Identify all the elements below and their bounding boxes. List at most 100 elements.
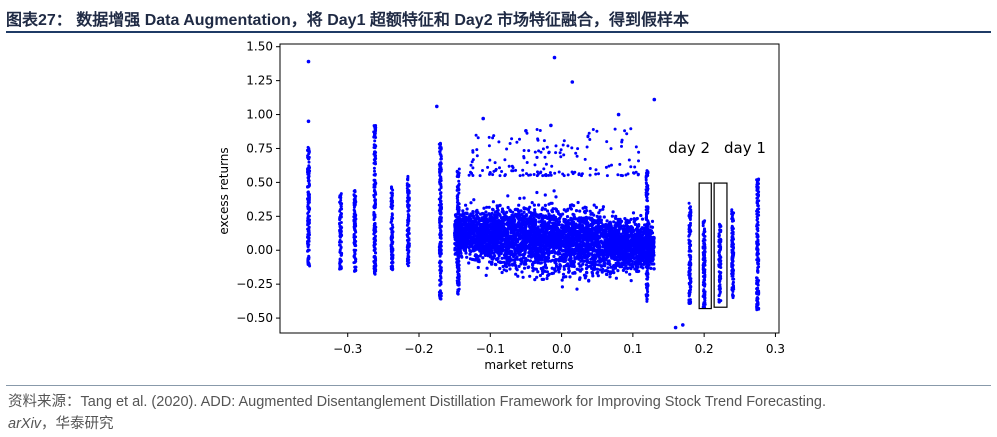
data-point	[639, 265, 644, 269]
data-point	[597, 211, 601, 215]
data-point	[553, 258, 557, 262]
data-point	[627, 262, 631, 266]
data-point	[637, 150, 641, 154]
data-point	[502, 268, 506, 272]
data-point	[544, 162, 548, 166]
data-point	[463, 216, 467, 220]
data-point	[564, 254, 569, 259]
data-point	[585, 224, 589, 228]
data-point	[613, 127, 617, 131]
data-point	[481, 169, 484, 172]
data-point	[471, 214, 475, 218]
data-point	[506, 258, 510, 262]
data-point	[584, 263, 589, 267]
data-point	[480, 212, 484, 216]
data-point	[508, 267, 512, 271]
data-point	[487, 135, 491, 139]
day-column-point	[307, 239, 310, 242]
data-point	[541, 266, 546, 270]
data-point	[523, 220, 527, 224]
data-point	[545, 270, 550, 274]
day-column-point	[372, 204, 376, 208]
data-point	[554, 151, 558, 155]
data-point	[631, 211, 636, 215]
data-point	[508, 218, 512, 222]
day-column-point	[307, 229, 311, 233]
data-point	[470, 160, 474, 164]
data-point	[469, 219, 473, 224]
data-point	[635, 269, 639, 273]
data-point	[490, 260, 494, 264]
data-point	[555, 223, 559, 227]
data-point	[610, 214, 615, 218]
data-point	[641, 230, 646, 235]
data-point	[630, 226, 635, 230]
data-point	[649, 229, 654, 233]
data-point	[507, 164, 511, 168]
day-column-point	[373, 231, 377, 234]
data-point	[503, 174, 507, 178]
day-column-point	[372, 193, 376, 197]
data-point	[614, 276, 619, 280]
data-point	[558, 255, 562, 260]
data-point	[598, 236, 602, 240]
data-point	[577, 247, 581, 251]
data-point	[608, 272, 613, 276]
day-column-point	[306, 261, 310, 265]
data-point	[598, 215, 602, 219]
data-point	[535, 275, 539, 279]
data-point	[612, 256, 616, 260]
data-point	[491, 235, 495, 239]
data-point	[497, 140, 501, 144]
data-point	[488, 158, 492, 162]
data-point	[508, 142, 512, 145]
data-point	[493, 213, 497, 217]
data-point	[533, 150, 537, 154]
data-point	[546, 274, 550, 278]
day-column-point	[389, 205, 393, 209]
data-point	[487, 231, 491, 235]
data-point	[556, 252, 561, 256]
data-point	[521, 275, 525, 279]
data-point	[633, 246, 637, 250]
data-point	[563, 236, 568, 240]
data-point	[463, 226, 467, 231]
data-point	[587, 253, 591, 258]
data-point	[459, 254, 463, 258]
data-point	[524, 222, 528, 227]
data-point	[548, 217, 553, 222]
data-point	[466, 242, 470, 246]
data-point	[518, 214, 522, 218]
data-point	[622, 243, 626, 247]
data-point	[588, 234, 593, 238]
data-point	[519, 262, 523, 266]
day-column-point	[306, 179, 310, 183]
data-point	[465, 244, 469, 249]
day-column-point	[352, 203, 356, 207]
data-point	[539, 248, 543, 252]
data-point	[590, 243, 595, 247]
data-point	[577, 239, 581, 243]
data-point	[588, 173, 592, 177]
data-point	[622, 267, 627, 271]
data-point	[592, 257, 597, 261]
data-point	[562, 153, 566, 157]
day-column-point	[338, 261, 342, 265]
data-point	[641, 259, 645, 263]
data-point	[618, 236, 623, 240]
data-point	[568, 275, 572, 279]
day-column-point	[390, 193, 394, 197]
data-point	[576, 231, 581, 235]
data-point	[531, 243, 535, 247]
data-point	[511, 238, 515, 242]
data-point	[514, 168, 518, 172]
data-point	[516, 229, 520, 234]
data-point	[554, 240, 558, 244]
data-point	[628, 229, 632, 233]
data-point	[464, 234, 468, 238]
data-point	[615, 231, 619, 235]
data-point	[581, 259, 585, 263]
data-point	[585, 240, 589, 244]
data-point	[479, 226, 483, 230]
day-column-point	[339, 202, 343, 206]
